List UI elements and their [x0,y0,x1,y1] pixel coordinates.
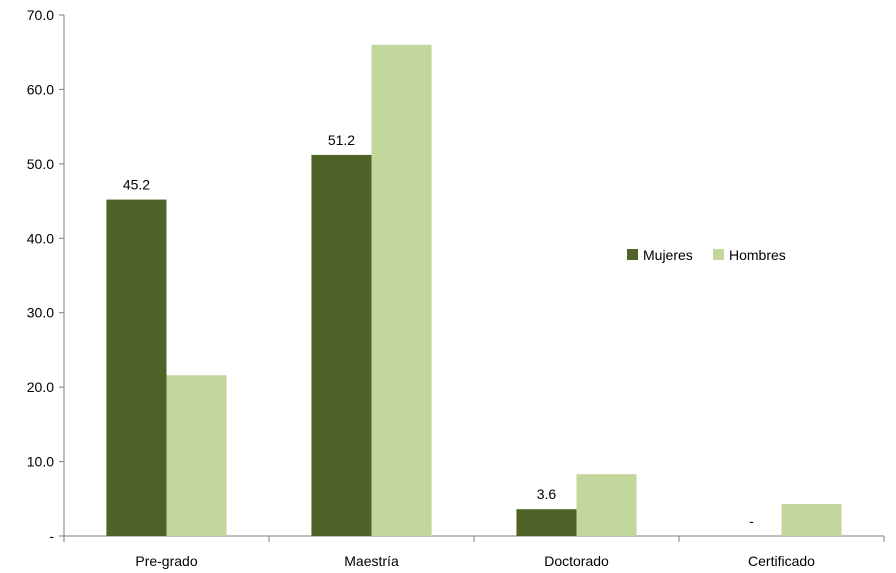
bar-mujeres-doctorado [516,509,577,536]
data-labels: 45.2 51.2 3.6 - [123,132,754,529]
x-tick-label: Doctorado [544,553,609,569]
y-tick-label: 40.0 [27,230,54,246]
y-tick-label: 50.0 [27,156,54,172]
legend: Mujeres Hombres [627,247,786,263]
legend-swatch-mujeres [627,249,638,260]
x-tick-label: Maestría [344,553,399,569]
bar-hombres-certificado [781,503,842,536]
legend-label-mujeres: Mujeres [643,247,693,263]
data-label: - [749,513,754,529]
data-label: 3.6 [537,486,557,502]
data-label: 45.2 [123,177,150,193]
bar-hombres-doctorado [576,474,637,536]
x-axis: Pre-grado Maestría Doctorado Certificado [63,535,885,569]
y-tick-label: 10.0 [27,454,54,470]
x-tick-label: Pre-grado [135,553,197,569]
bar-mujeres-pre-grado [106,199,167,536]
bars [106,44,842,537]
bar-hombres-pre-grado [166,375,227,536]
x-tick-label: Certificado [748,553,815,569]
y-tick-label: 30.0 [27,305,54,321]
bar-mujeres-maestría [311,154,372,536]
y-tick-label: 70.0 [27,7,54,23]
data-label: 51.2 [328,132,355,148]
legend-label-hombres: Hombres [729,247,786,263]
bar-hombres-maestría [371,44,432,537]
legend-swatch-hombres [713,249,724,260]
y-tick-label: - [49,528,54,544]
y-tick-label: 60.0 [27,81,54,97]
y-axis: - 10.0 20.0 30.0 40.0 50.0 60.0 70.0 [27,7,65,544]
y-tick-label: 20.0 [27,379,54,395]
